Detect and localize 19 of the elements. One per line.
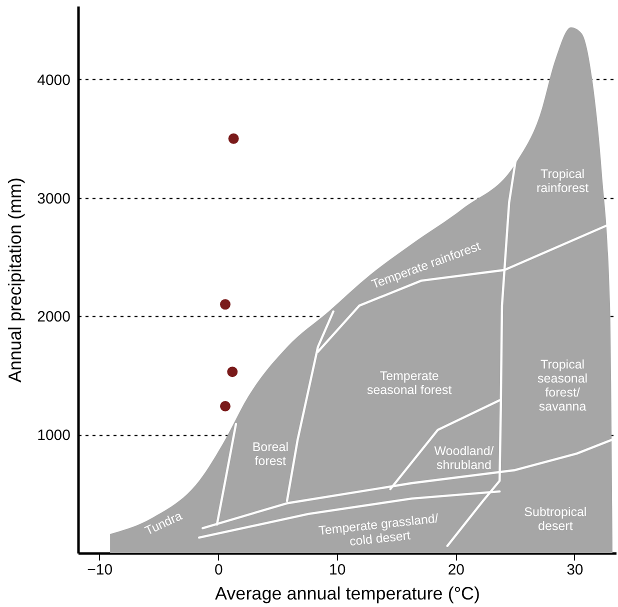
annotation: Boreal forest	[252, 440, 288, 468]
y-tick-label: 3000	[37, 190, 70, 208]
y-tick-label: 2000	[37, 308, 70, 326]
x-tick-label: 0	[214, 562, 223, 578]
y-tick-label: 1000	[37, 427, 70, 444]
annotation: Tropical rainforest	[536, 167, 590, 196]
x-tick-label: 10	[329, 562, 346, 578]
annotation: Temperate grassland/ cold desert	[318, 511, 440, 549]
annotation: Subtropical desert	[524, 504, 587, 533]
annotation: Tropical seasonal forest/ savanna	[538, 358, 588, 414]
x-axis-title: Average annual temperature (°C)	[214, 584, 480, 604]
annotation: Tundra	[142, 508, 184, 538]
annotation: Temperate seasonal forest	[366, 368, 452, 397]
y-axis-title: Annual precipitation (mm)	[5, 177, 26, 383]
x-tick-label: −10	[87, 562, 113, 578]
x-tick-label: 30	[566, 562, 584, 578]
x-tick-label: 20	[448, 562, 465, 578]
annotation: Woodland/ shrubland	[434, 444, 494, 472]
y-tick-label: 4000	[37, 72, 70, 89]
